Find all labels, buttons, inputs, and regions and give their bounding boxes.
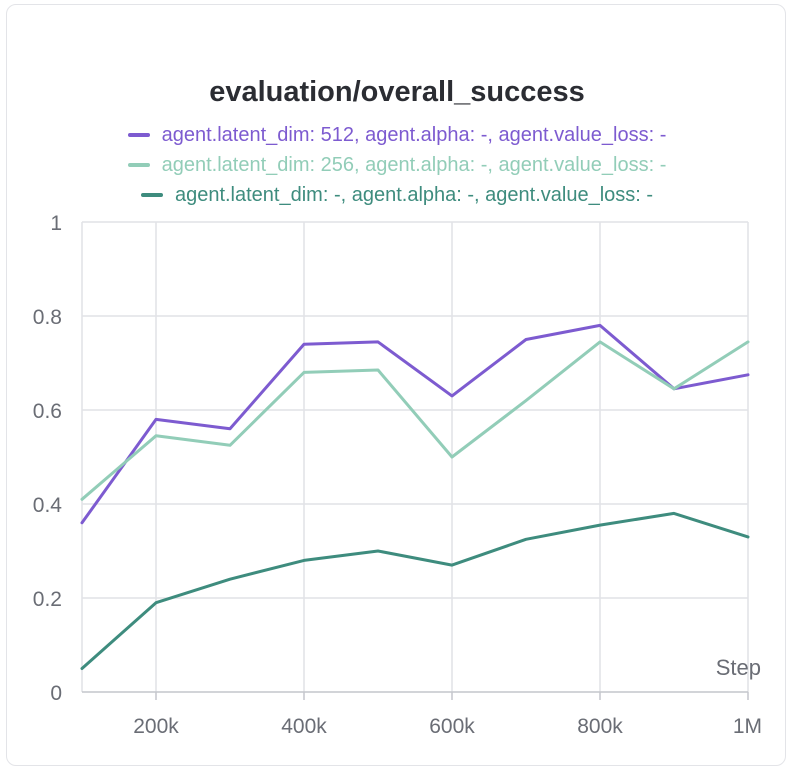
y-tick-label: 0.4 (33, 494, 63, 517)
chart-title: evaluation/overall_success (209, 76, 585, 108)
y-tick-label: 0.2 (33, 588, 62, 611)
x-tick-label: 600k (429, 715, 475, 738)
x-axis-label: Step (716, 655, 761, 680)
legend-item-latent-default[interactable]: agent.latent_dim: -, agent.alpha: -, age… (0, 180, 794, 210)
y-tick-label: 0.8 (33, 306, 62, 329)
legend-item-latent-512[interactable]: agent.latent_dim: 512, agent.alpha: -, a… (0, 120, 794, 150)
grid (81, 221, 749, 700)
legend-item-latent-256[interactable]: agent.latent_dim: 256, agent.alpha: -, a… (0, 150, 794, 180)
legend-label: agent.latent_dim: -, agent.alpha: -, age… (174, 183, 654, 206)
x-tick-label: 800k (577, 715, 623, 738)
series-line-1[interactable] (80, 323, 750, 525)
x-tick-label: 200k (133, 715, 179, 738)
legend-swatch (127, 163, 150, 167)
series-line-2[interactable] (80, 340, 750, 501)
legend-swatch (127, 133, 150, 137)
chart-panel (6, 4, 786, 766)
legend-swatch (140, 193, 163, 197)
chart-legend: agent.latent_dim: 512, agent.alpha: -, a… (0, 120, 794, 210)
legend-label: agent.latent_dim: 256, agent.alpha: -, a… (161, 153, 667, 176)
x-tick-label: 1M (733, 715, 762, 738)
legend-label: agent.latent_dim: 512, agent.alpha: -, a… (161, 123, 667, 146)
series-line-3[interactable] (80, 511, 750, 670)
x-tick-label: 400k (281, 715, 327, 738)
x-tick-labels: 200k 400k 600k 800k 1M (133, 715, 762, 738)
y-tick-label: 1 (50, 212, 62, 235)
y-tick-label: 0.6 (33, 400, 62, 423)
series-lines (80, 323, 750, 670)
y-tick-label: 0 (50, 682, 62, 705)
y-tick-labels: 0 0.2 0.4 0.6 0.8 1 (33, 212, 63, 705)
